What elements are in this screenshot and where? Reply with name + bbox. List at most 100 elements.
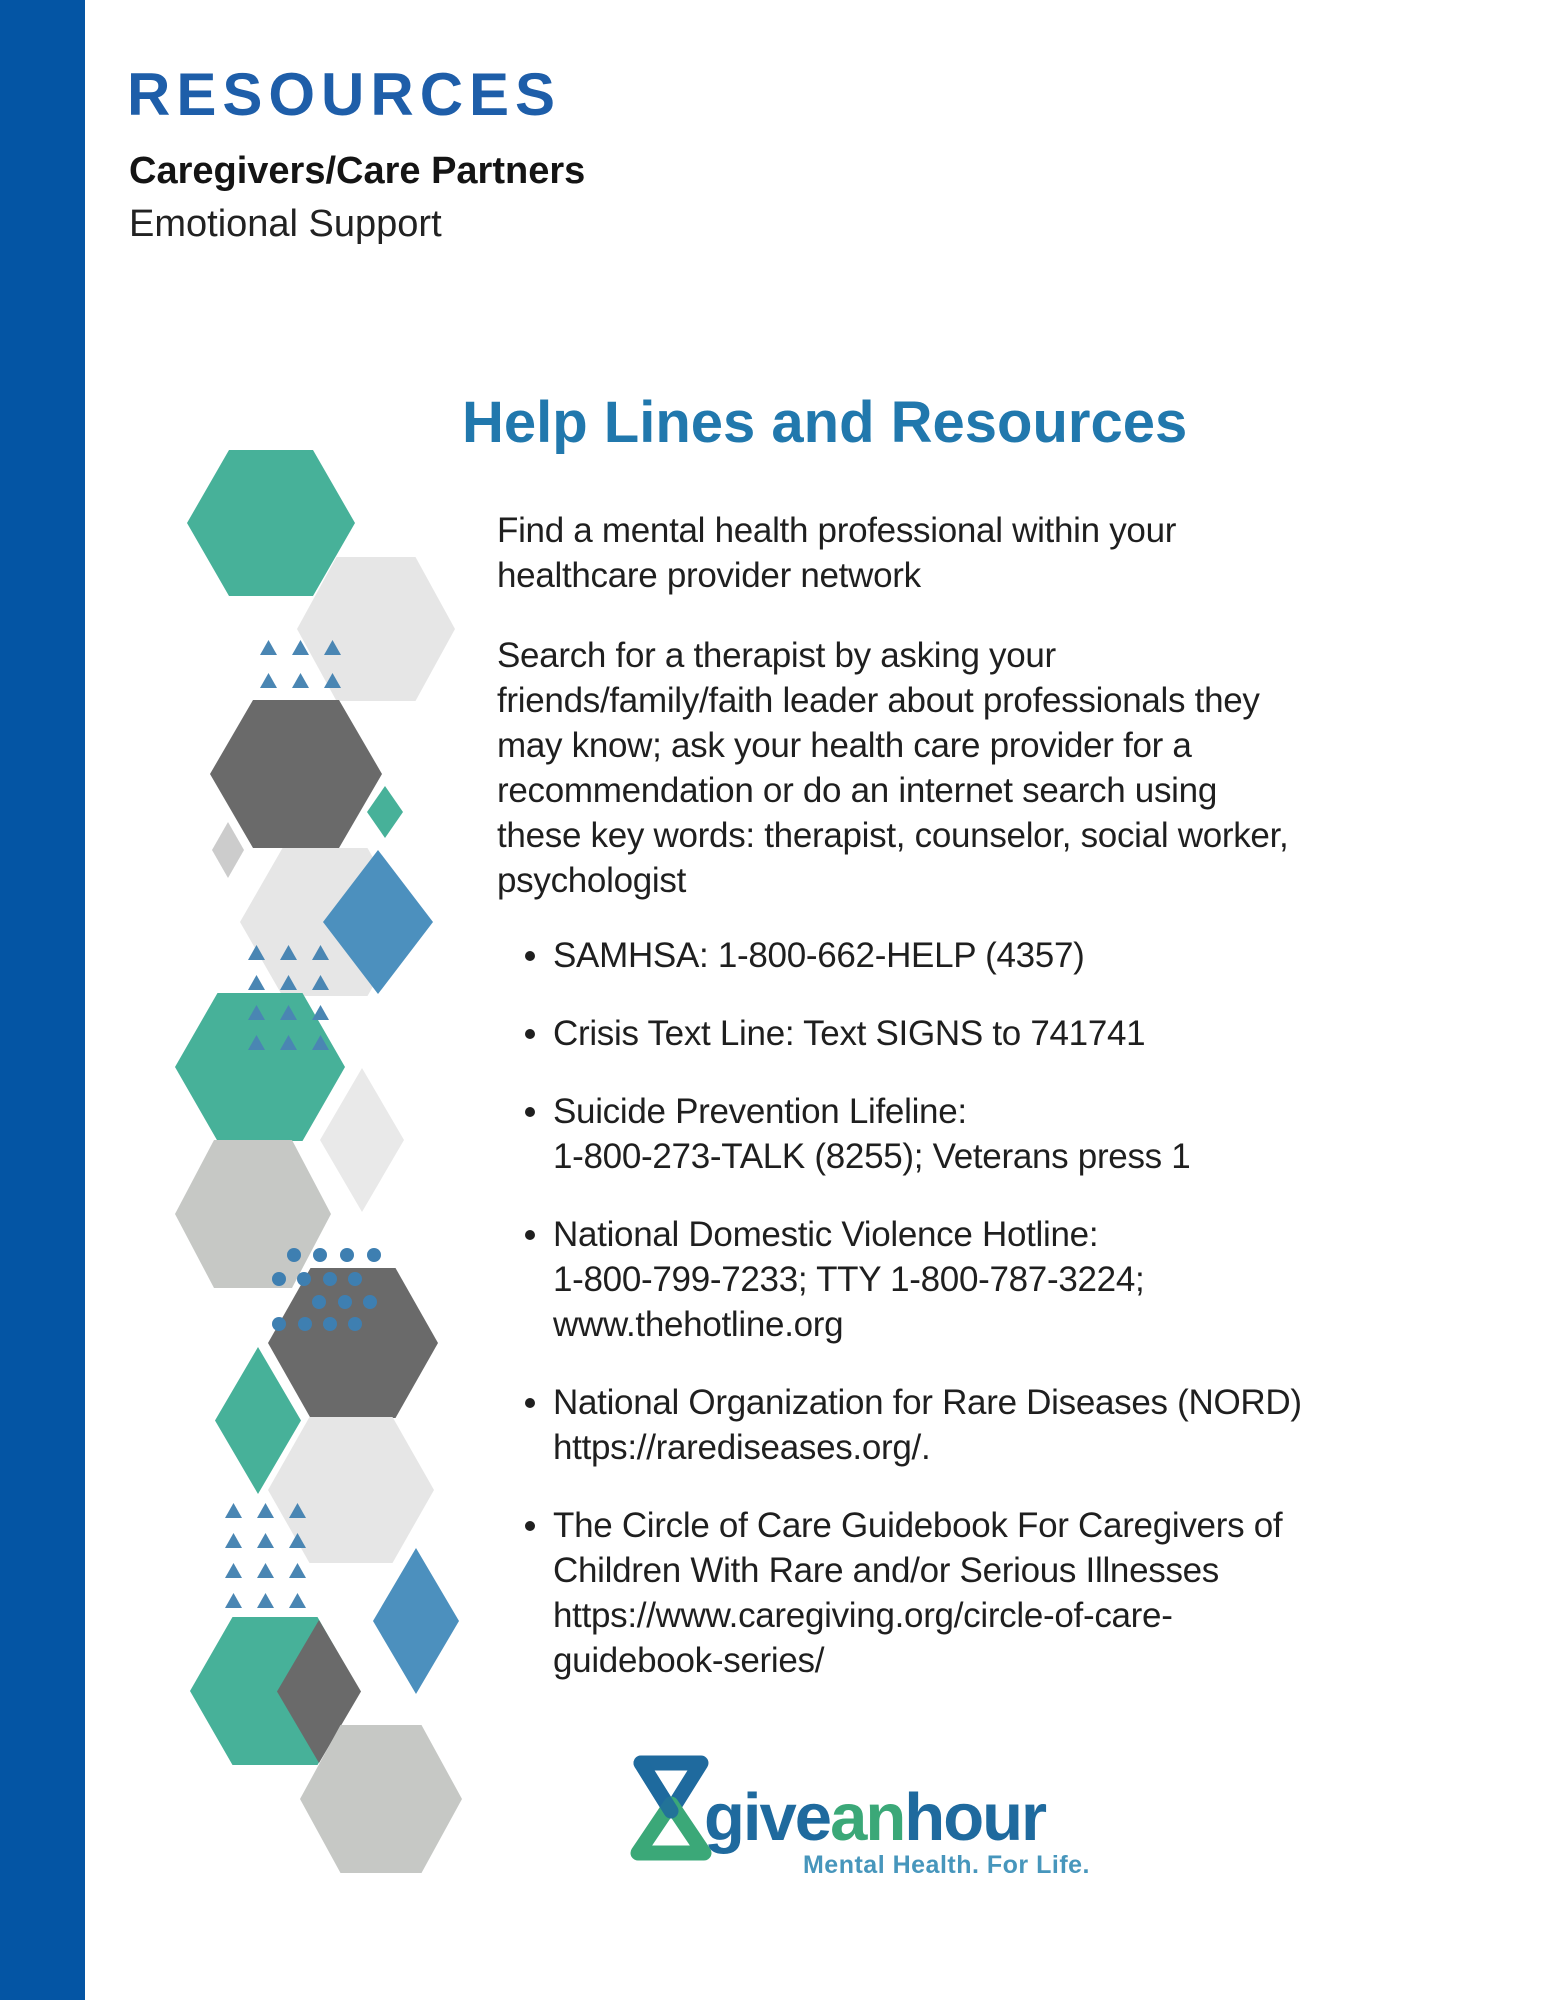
dot-icon [338, 1295, 352, 1309]
triangle-icon [289, 1593, 306, 1608]
hourglass-icon [630, 1755, 712, 1861]
text-line: National Organization for Rare Diseases … [553, 1383, 1302, 1422]
diamond-shape [212, 822, 244, 878]
text-line: these key words: therapist, counselor, s… [497, 816, 1289, 855]
bullet-item: National Organization for Rare Diseases … [522, 1380, 1302, 1470]
paragraph: Find a mental health professional within… [497, 508, 1176, 598]
hexagon-shape [187, 450, 355, 596]
paragraph: Search for a therapist by asking your fri… [497, 633, 1289, 903]
dot-icon [367, 1248, 381, 1262]
dot-icon [323, 1272, 337, 1286]
triangle-icon [289, 1533, 306, 1548]
triangle-icon [225, 1533, 242, 1548]
triangle-icon [225, 1593, 242, 1608]
text-line: healthcare provider network [497, 556, 921, 595]
bullet-item: Crisis Text Line: Text SIGNS to 741741 [522, 1011, 1302, 1056]
dot-icon [298, 1317, 312, 1331]
text-line: friends/family/faith leader about profes… [497, 681, 1260, 720]
text-line: SAMHSA: 1-800-662-HELP (4357) [553, 936, 1085, 975]
triangle-icon [312, 1035, 329, 1050]
diamond-shape [320, 1068, 404, 1212]
text-line: Search for a therapist by asking your [497, 636, 1056, 675]
triangle-icon [280, 975, 297, 990]
hexagon-shape [268, 1268, 438, 1418]
bullet-item: SAMHSA: 1-800-662-HELP (4357) [522, 933, 1302, 978]
text-line: Suicide Prevention Lifeline: [553, 1092, 967, 1131]
text-line: The Circle of Care Guidebook For Caregiv… [553, 1506, 1283, 1545]
text-line: https://www.caregiving.org/circle-of-car… [553, 1596, 1173, 1635]
page-subtitle: Emotional Support [129, 203, 442, 245]
dot-icon [348, 1272, 362, 1286]
text-line: 1-800-799-7233; TTY 1-800-787-3224; [553, 1260, 1145, 1299]
triangle-icon [260, 640, 277, 655]
dot-icon [323, 1317, 337, 1331]
triangle-icon [248, 945, 265, 960]
logo-word-hour: hour [904, 1780, 1047, 1855]
text-line: may know; ask your health care provider … [497, 726, 1192, 765]
triangle-icon [280, 945, 297, 960]
triangle-icon [248, 975, 265, 990]
hexagon-shape [175, 993, 345, 1141]
diamond-shape [323, 850, 433, 994]
text-line: recommendation or do an internet search … [497, 771, 1217, 810]
logo-tagline: Mental Health. For Life. [802, 1851, 1090, 1879]
dot-icon [348, 1317, 362, 1331]
triangle-icon [324, 640, 341, 655]
triangle-icon [225, 1563, 242, 1578]
diamond-shape [215, 1347, 301, 1494]
dot-icon [287, 1248, 301, 1262]
left-accent-bar [0, 0, 85, 2000]
bullet-item: The Circle of Care Guidebook For Caregiv… [522, 1503, 1302, 1683]
triangle-icon [280, 1035, 297, 1050]
triangle-icon [257, 1503, 274, 1518]
diamond-shape [373, 1548, 459, 1694]
diamond-shape [367, 786, 403, 838]
triangle-icon [324, 673, 341, 688]
dot-icon [363, 1295, 377, 1309]
dot-icon [272, 1317, 286, 1331]
section-heading: Help Lines and Resources [462, 390, 1188, 455]
bullet-item: National Domestic Violence Hotline: 1-800… [522, 1212, 1302, 1347]
triangle-icon [280, 1005, 297, 1020]
triangle-icon [312, 945, 329, 960]
triangle-icon [292, 640, 309, 655]
triangle-icon [248, 1035, 265, 1050]
hexagon-shape [190, 1617, 360, 1765]
triangle-icon [257, 1563, 274, 1578]
text-line: Find a mental health professional within… [497, 511, 1177, 550]
triangle-icon [289, 1563, 306, 1578]
text-line: psychologist [497, 861, 687, 900]
triangle-icon [225, 1503, 242, 1518]
resource-bullet-list: SAMHSA: 1-800-662-HELP (4357) Crisis Text… [522, 933, 1302, 1716]
page-subtitle-bold: Caregivers/Care Partners [129, 150, 586, 192]
logo-word-give: give [704, 1780, 832, 1855]
triangle-icon [260, 673, 277, 688]
triangle-icon [312, 975, 329, 990]
triangle-icon [257, 1533, 274, 1548]
triangle-icon [312, 1005, 329, 1020]
triangle-icon [289, 1503, 306, 1518]
text-line: National Domestic Violence Hotline: [553, 1215, 1099, 1254]
diamond-shape [277, 1620, 361, 1763]
give-an-hour-logo: giveanhour Mental Health. For Life. [628, 1754, 1090, 1884]
text-line: guidebook-series/ [553, 1641, 825, 1680]
triangle-icon [248, 1005, 265, 1020]
text-line: 1-800-273-TALK (8255); Veterans press 1 [553, 1137, 1191, 1176]
page-title: RESOURCES [127, 61, 562, 128]
logo-word-an: an [830, 1780, 906, 1855]
triangle-icon [257, 1593, 274, 1608]
triangle-icon [292, 673, 309, 688]
hexagon-shape [300, 1725, 462, 1873]
bullet-item: Suicide Prevention Lifeline: 1-800-273-TA… [522, 1089, 1302, 1179]
hexagon-shape [240, 848, 410, 996]
dot-icon [297, 1272, 311, 1286]
dot-icon [272, 1272, 286, 1286]
hexagon-shape [210, 700, 382, 848]
text-line: www.thehotline.org [553, 1305, 844, 1344]
hexagon-shape [268, 1417, 434, 1563]
text-line: Crisis Text Line: Text SIGNS to 741741 [553, 1014, 1146, 1053]
logo-wordmark: giveanhour [704, 1784, 1047, 1851]
hexagon-shape [175, 1140, 331, 1288]
dot-icon [340, 1248, 354, 1262]
